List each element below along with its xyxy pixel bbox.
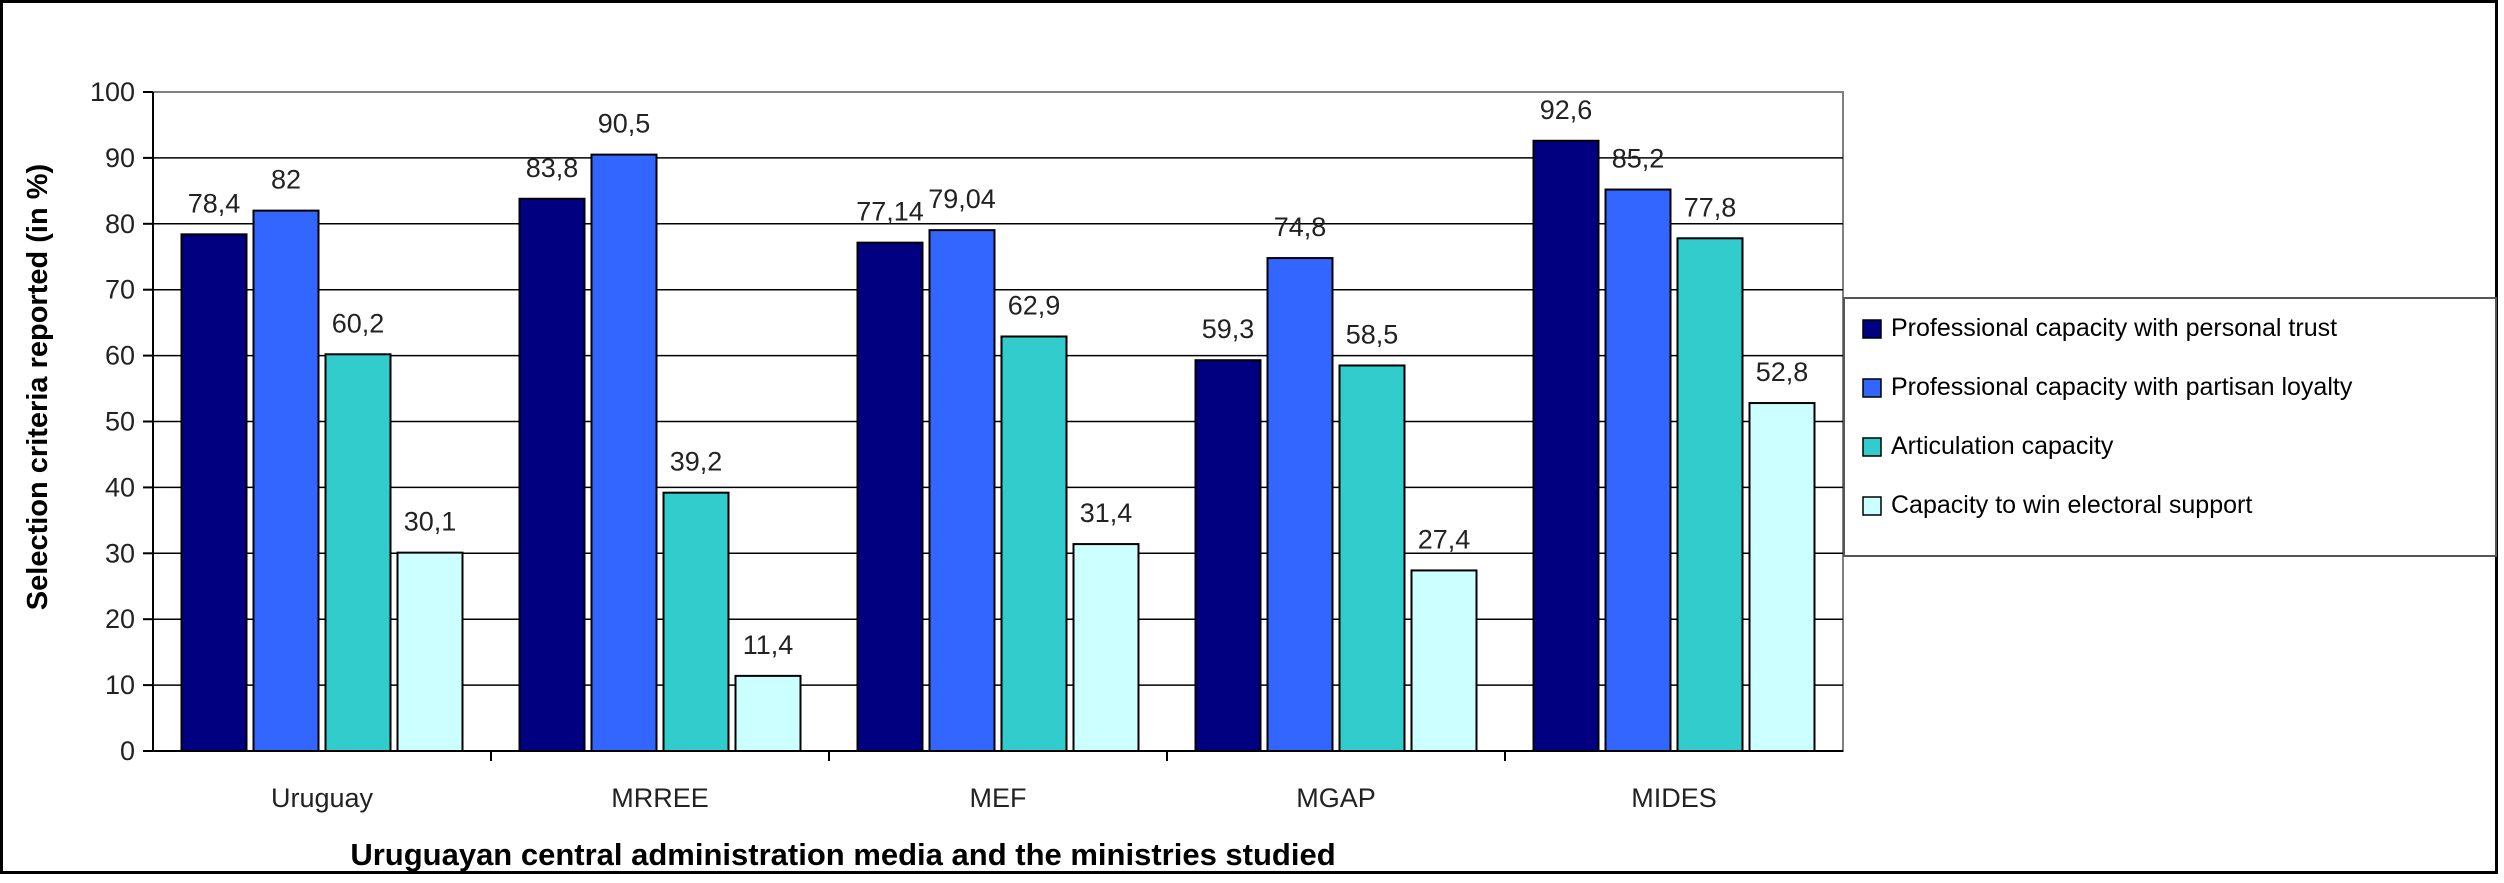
bar <box>180 233 248 752</box>
y-tick-label: 90 <box>105 143 135 173</box>
axes <box>143 91 1843 761</box>
x-tick-label: MRREE <box>611 783 709 813</box>
x-tick-label: MEF <box>970 783 1027 813</box>
bar <box>1532 139 1600 753</box>
legend-label: Professional capacity with partisan loya… <box>1891 373 2353 401</box>
bar <box>1676 237 1744 753</box>
data-label: 82 <box>271 165 301 195</box>
x-tick-labels: Uruguay MRREE MEF MGAP MIDES <box>271 783 1717 813</box>
legend-label: Articulation capacity <box>1891 432 2114 460</box>
bar <box>662 491 730 752</box>
bar <box>856 241 924 752</box>
data-label: 85,2 <box>1612 144 1665 174</box>
data-label: 92,6 <box>1540 95 1593 125</box>
bar <box>1338 364 1406 752</box>
bars-group <box>180 139 1816 753</box>
data-label: 52,8 <box>1756 357 1809 387</box>
y-tick-label: 30 <box>105 538 135 568</box>
bar <box>1266 257 1334 752</box>
data-label: 11,4 <box>743 630 794 660</box>
legend-swatch <box>1862 378 1882 398</box>
x-tick-label: Uruguay <box>271 783 374 813</box>
bar <box>1000 335 1068 752</box>
legend-box <box>1843 297 2497 557</box>
bar <box>1194 359 1262 752</box>
y-tick-label: 50 <box>105 407 135 437</box>
y-tick-label: 60 <box>105 341 135 371</box>
y-tick-label: 0 <box>120 736 135 766</box>
data-label: 77,8 <box>1684 192 1737 222</box>
bar <box>518 197 586 752</box>
data-label: 62,9 <box>1008 290 1061 320</box>
data-label: 27,4 <box>1418 524 1471 554</box>
legend-label: Capacity to win electoral support <box>1891 491 2252 519</box>
bar <box>1748 402 1816 752</box>
data-label: 58,5 <box>1346 319 1399 349</box>
data-label: 74,8 <box>1274 212 1327 242</box>
y-axis-label: Selection criteria reported (in %) <box>22 164 54 610</box>
data-label: 77,14 <box>856 197 924 227</box>
y-tick-label: 20 <box>105 604 135 634</box>
data-label: 78,4 <box>188 188 241 218</box>
y-tick-label: 70 <box>105 275 135 305</box>
y-tick-label: 10 <box>105 670 135 700</box>
y-tick-label: 80 <box>105 209 135 239</box>
x-axis-label: Uruguayan central administration media a… <box>350 837 1335 872</box>
legend: Professional capacity with personal trus… <box>1843 297 2497 557</box>
data-label: 90,5 <box>598 109 651 139</box>
y-tick-labels: 0 10 20 30 40 50 60 70 80 90 100 <box>90 77 135 766</box>
bar <box>1410 569 1478 753</box>
legend-label: Professional capacity with personal trus… <box>1891 314 2337 342</box>
legend-swatch <box>1862 437 1882 457</box>
bar <box>396 551 464 752</box>
y-tick-label: 100 <box>90 77 135 107</box>
data-label: 31,4 <box>1080 498 1133 528</box>
data-labels: 78,4 82 60,2 30,1 83,8 90,5 39,2 11,4 77,14 79,04… <box>188 95 1809 660</box>
bar <box>252 209 320 752</box>
bar <box>324 353 392 752</box>
data-label: 79,04 <box>928 184 996 214</box>
bar-chart: 0 10 20 30 40 50 60 70 80 90 100 Uruguay MRREE MEF MG… <box>22 77 2497 872</box>
data-label: 83,8 <box>526 153 579 183</box>
x-tick-label: MGAP <box>1296 783 1376 813</box>
data-label: 60,2 <box>332 308 385 338</box>
legend-swatch <box>1862 496 1882 516</box>
legend-swatch <box>1862 319 1882 339</box>
y-tick-label: 40 <box>105 472 135 502</box>
bar <box>1072 543 1140 752</box>
data-label: 39,2 <box>670 447 723 477</box>
bar <box>734 674 802 753</box>
bar <box>928 229 996 752</box>
bar <box>590 153 658 753</box>
bar <box>1604 188 1672 753</box>
data-label: 30,1 <box>404 507 457 537</box>
data-label: 59,3 <box>1202 314 1255 344</box>
x-tick-label: MIDES <box>1631 783 1717 813</box>
